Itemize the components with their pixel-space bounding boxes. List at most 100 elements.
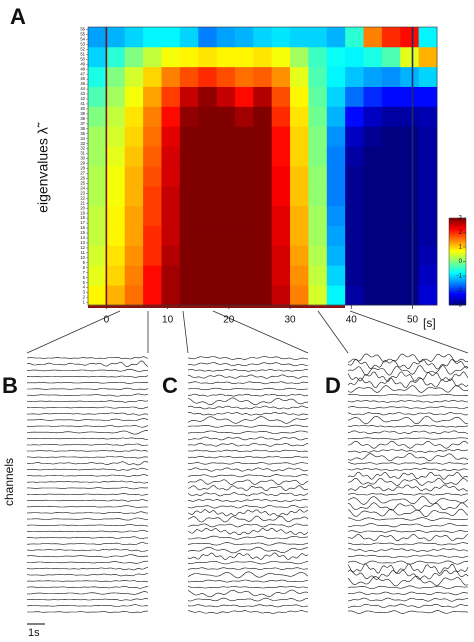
heatmap-cell: [161, 245, 181, 266]
heatmap-cell: [253, 46, 273, 68]
heatmap-cell: [381, 245, 401, 266]
heatmap-cell: [400, 106, 420, 127]
heatmap-cell: [290, 265, 309, 286]
eeg-trace: [26, 418, 149, 421]
heatmap-cell: [381, 27, 401, 48]
colorbar-step: [449, 297, 466, 300]
eeg-trace: [188, 462, 309, 465]
colorbar-step: [449, 283, 466, 286]
heatmap-cell: [400, 27, 420, 48]
heatmap-cell: [124, 265, 144, 286]
heatmap-cell: [308, 46, 328, 68]
colorbar-step: [449, 252, 466, 255]
eeg-trace: [187, 579, 309, 583]
eeg-trace: [348, 430, 469, 435]
heatmap-cell: [326, 205, 346, 226]
colorbar-step: [449, 265, 466, 268]
heatmap-cell: [253, 146, 273, 167]
colorbar-step: [449, 289, 466, 291]
eeg-trace: [188, 561, 309, 565]
heatmap-cell: [345, 225, 364, 246]
eeg-trace: [187, 546, 309, 554]
eeg-trace: [26, 591, 149, 595]
eeg-trace: [187, 523, 309, 528]
eeg-trace: [347, 585, 468, 589]
eeg-trace: [187, 424, 308, 428]
heatmap-cell: [363, 166, 383, 187]
colorbar-step: [449, 261, 466, 264]
heatmap-cell: [88, 146, 107, 167]
y-tick-label: 1: [83, 300, 86, 305]
heatmap-cell: [418, 166, 438, 187]
colorbar-step: [449, 260, 466, 262]
heatmap-cell: [216, 126, 236, 147]
heatmap-cell: [290, 106, 309, 127]
eeg-trace: [26, 586, 149, 589]
heatmap-cell: [418, 185, 438, 207]
heatmap-cell: [363, 126, 383, 147]
eeg-trace: [27, 487, 149, 490]
heatmap-cell: [418, 146, 438, 167]
heatmap-cell: [308, 285, 328, 306]
heatmap-cell: [271, 86, 291, 107]
heatmap-cell: [345, 185, 364, 207]
y-tick-label: 34: [80, 136, 85, 141]
eeg-trace: [347, 533, 469, 542]
colorbar-step: [449, 218, 466, 220]
heatmap-cell: [106, 166, 126, 187]
eeg-trace: [347, 365, 469, 376]
heatmap-cell: [308, 146, 328, 167]
eeg-trace: [347, 393, 468, 397]
colorbar-tick-label: 0: [459, 259, 463, 265]
y-tick-label: 36: [80, 126, 85, 131]
heatmap-cell: [234, 225, 254, 246]
heatmap-cell: [88, 245, 107, 266]
heatmap-cell: [161, 185, 181, 207]
y-tick-label: 45: [80, 81, 85, 86]
heatmap-cell: [290, 27, 309, 48]
heatmap-cell: [161, 46, 181, 68]
colorbar-step: [449, 273, 466, 275]
heatmap-cell: [400, 66, 420, 87]
heatmap-cell: [400, 265, 420, 286]
colorbar-step: [449, 294, 466, 297]
heatmap-cell: [234, 106, 254, 127]
y-tick-label: 13: [80, 240, 85, 245]
heatmap-cell: [179, 27, 199, 48]
heatmap-cell: [124, 166, 144, 187]
heatmap-cell: [216, 205, 236, 226]
heatmap-cell: [418, 86, 438, 107]
colorbar-step: [449, 233, 466, 236]
colorbar-step: [449, 236, 466, 239]
y-tick-label: 19: [80, 210, 85, 215]
heatmap-cell: [88, 166, 107, 187]
y-tick-label: 20: [80, 205, 85, 210]
eeg-trace: [187, 411, 308, 416]
heatmap-cell: [234, 166, 254, 187]
eeg-trace: [27, 542, 149, 545]
heatmap-cell: [271, 166, 291, 187]
colorbar-tick-label: 2: [459, 230, 463, 236]
heatmap-cell: [216, 185, 236, 207]
heatmap-cell: [363, 225, 383, 246]
heatmap-cell: [326, 126, 346, 147]
colorbar-step: [449, 245, 466, 248]
colorbar-step: [449, 249, 466, 252]
colorbar-step: [449, 241, 466, 244]
heatmap-cell: [88, 205, 107, 226]
eeg-trace: [187, 586, 309, 589]
eeg-trace: [27, 567, 149, 571]
colorbar-step: [449, 286, 466, 288]
eeg-trace: [187, 474, 309, 478]
panel-label: A: [10, 4, 26, 29]
heatmap-cell: [88, 66, 107, 87]
heatmap-cell: [271, 245, 291, 266]
heatmap-cell: [143, 66, 162, 87]
eeg-trace: [187, 405, 309, 410]
heatmap-cell: [326, 66, 346, 87]
heatmap-cell: [271, 225, 291, 246]
heatmap-cell: [106, 265, 126, 286]
y-tick-label: 50: [80, 56, 85, 61]
colorbar-step: [449, 287, 466, 290]
eeg-trace: [347, 371, 469, 382]
